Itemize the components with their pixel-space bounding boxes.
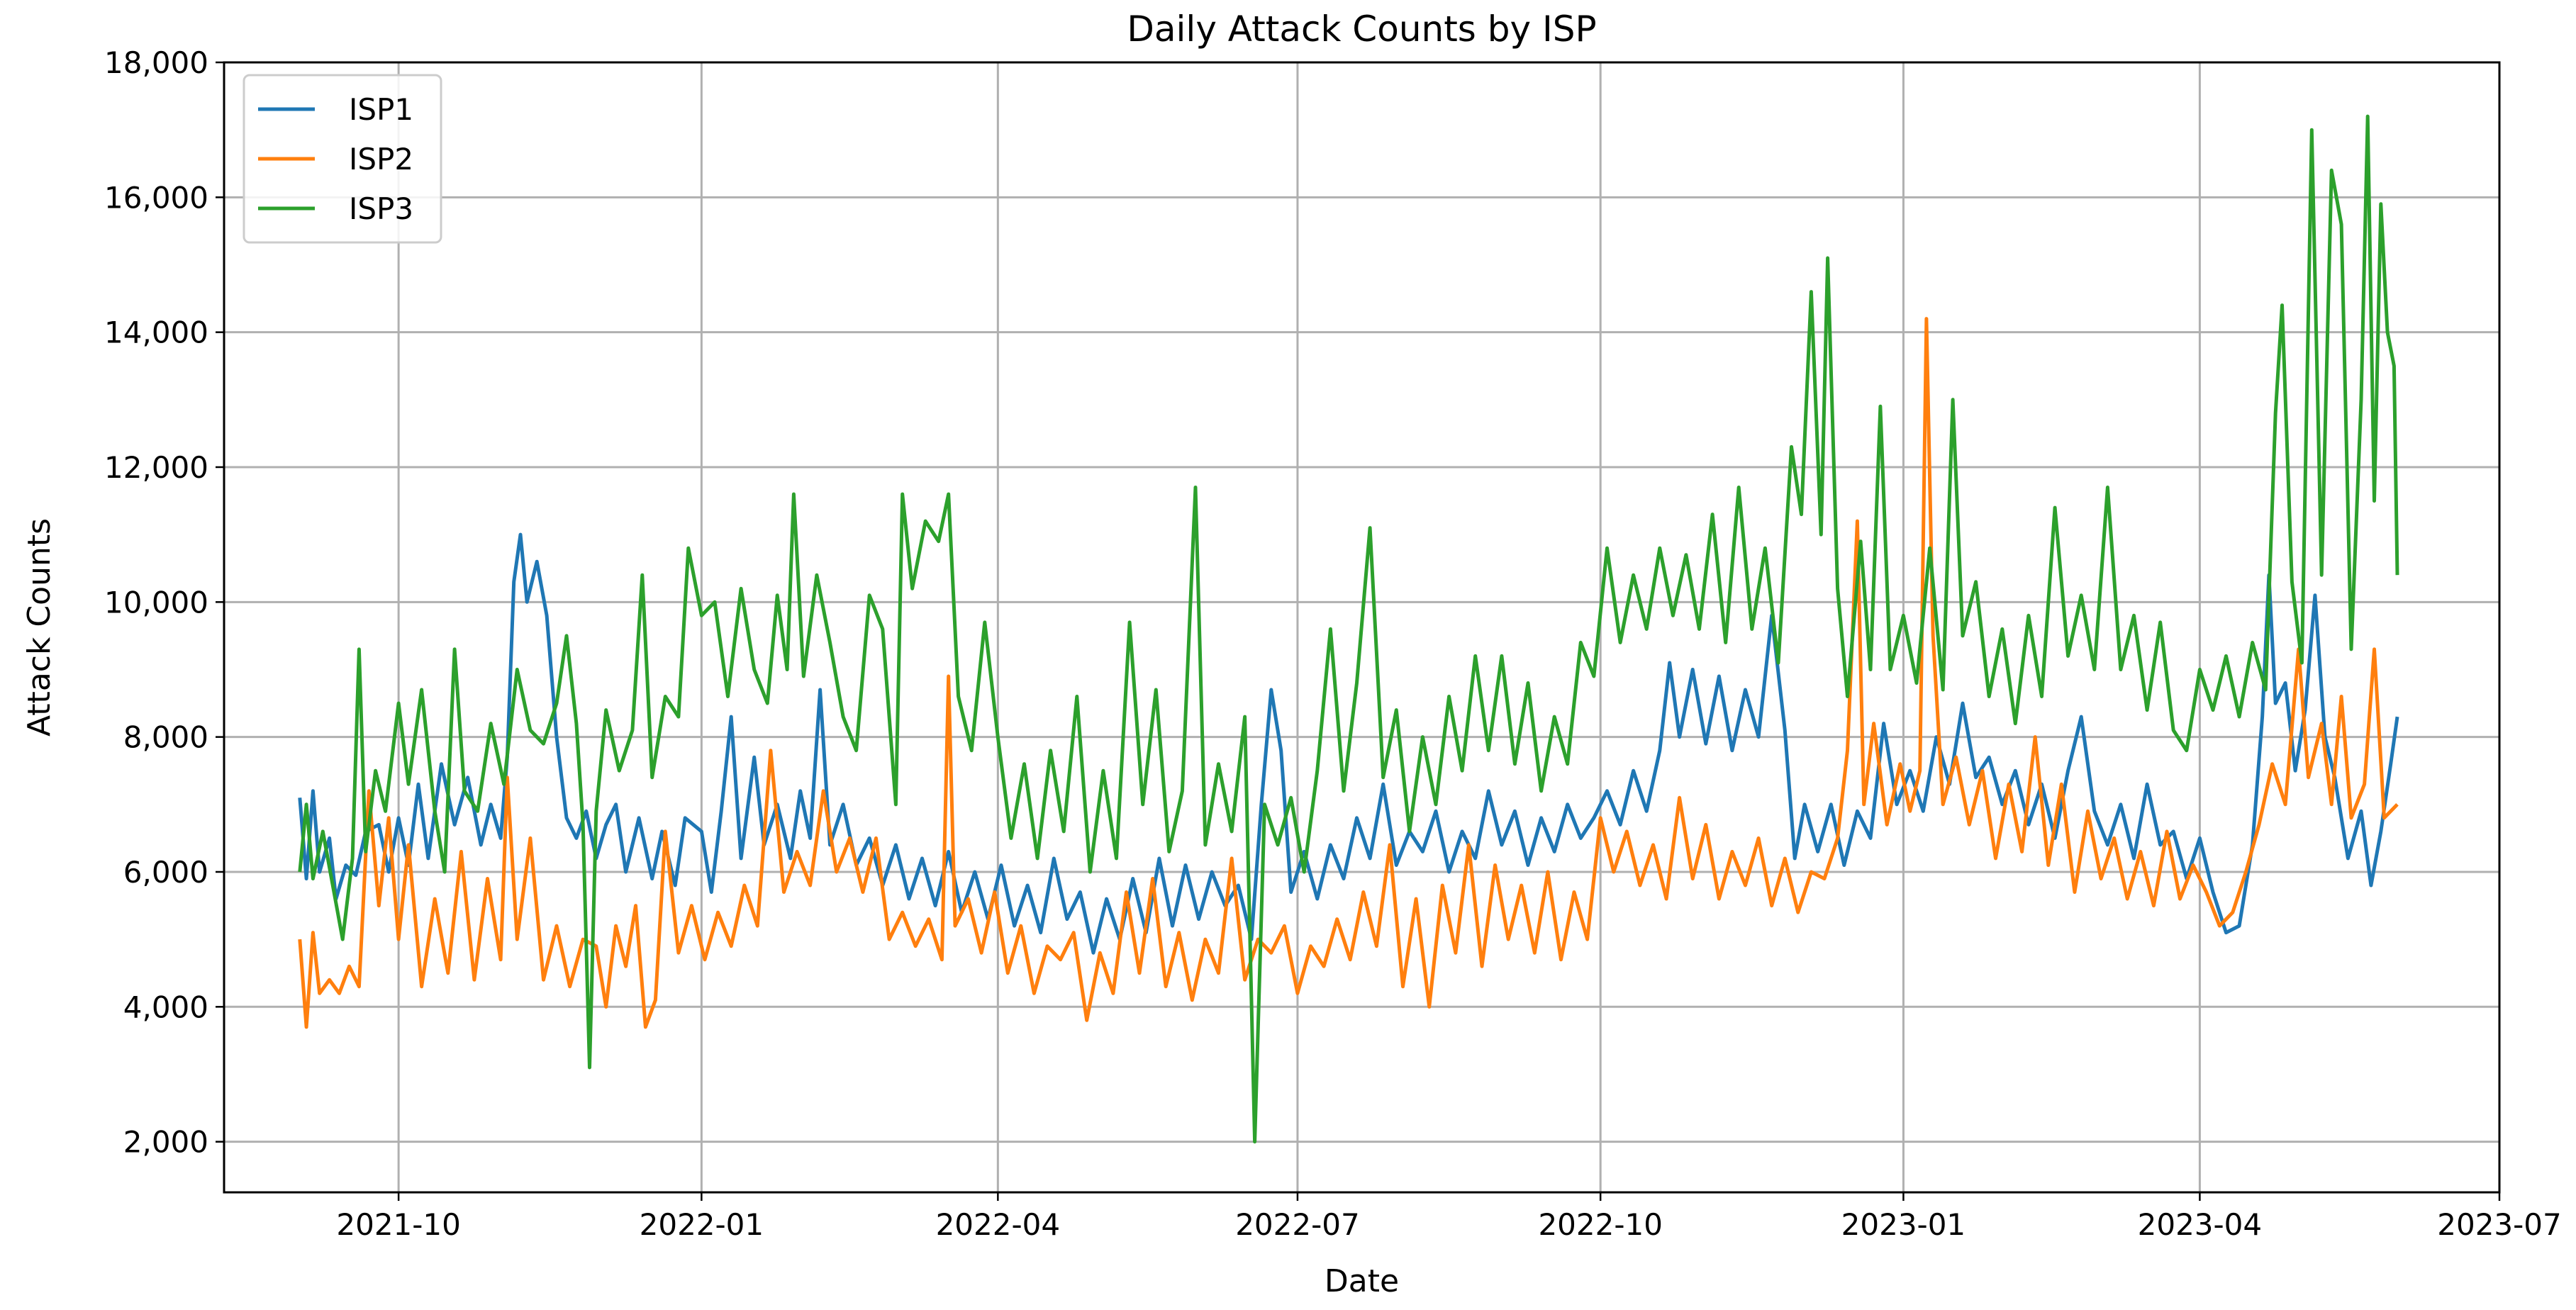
x-tick-label: 2022-07 [1235, 1207, 1360, 1242]
x-tick-label: 2021-10 [336, 1207, 461, 1242]
y-tick-label: 8,000 [123, 720, 208, 755]
y-tick-label: 6,000 [123, 855, 208, 890]
y-axis: 2,000 4,000 6,000 8,000 10,000 12,000 14,000 16… [104, 45, 224, 1160]
y-tick-label: 16,000 [104, 180, 208, 215]
x-tick-label: 2022-04 [936, 1207, 1061, 1242]
x-tick-label: 2023-01 [1841, 1207, 1966, 1242]
legend-label: ISP2 [349, 142, 413, 177]
y-tick-label: 10,000 [104, 585, 208, 620]
chart-title: Daily Attack Counts by ISP [1127, 9, 1596, 50]
x-tick-label: 2022-01 [640, 1207, 764, 1242]
x-tick-label: 2022-10 [1538, 1207, 1663, 1242]
y-tick-label: 2,000 [123, 1125, 208, 1160]
x-tick-label: 2023-04 [2138, 1207, 2263, 1242]
plot-area-frame [223, 61, 2501, 1194]
legend-box [242, 74, 442, 244]
x-axis: 2021-10 2022-01 2022-04 2022-07 2022-10 2023-… [336, 1192, 2562, 1242]
x-tick-label: 2023-07 [2437, 1207, 2562, 1242]
series-lines [298, 114, 2399, 1144]
series-line-isp3 [298, 114, 2399, 1144]
x-axis-title: Date [1325, 1263, 1399, 1299]
y-tick-label: 18,000 [104, 45, 208, 80]
series-line-isp2 [298, 317, 2399, 1029]
legend-label: ISP3 [349, 191, 413, 226]
y-tick-label: 4,000 [123, 990, 208, 1024]
y-tick-label: 14,000 [104, 315, 208, 350]
y-axis-title: Attack Counts [21, 518, 57, 737]
y-tick-label: 12,000 [104, 450, 208, 485]
legend-label: ISP1 [349, 92, 413, 127]
legend: ISP1 ISP2 ISP3 [242, 74, 442, 244]
